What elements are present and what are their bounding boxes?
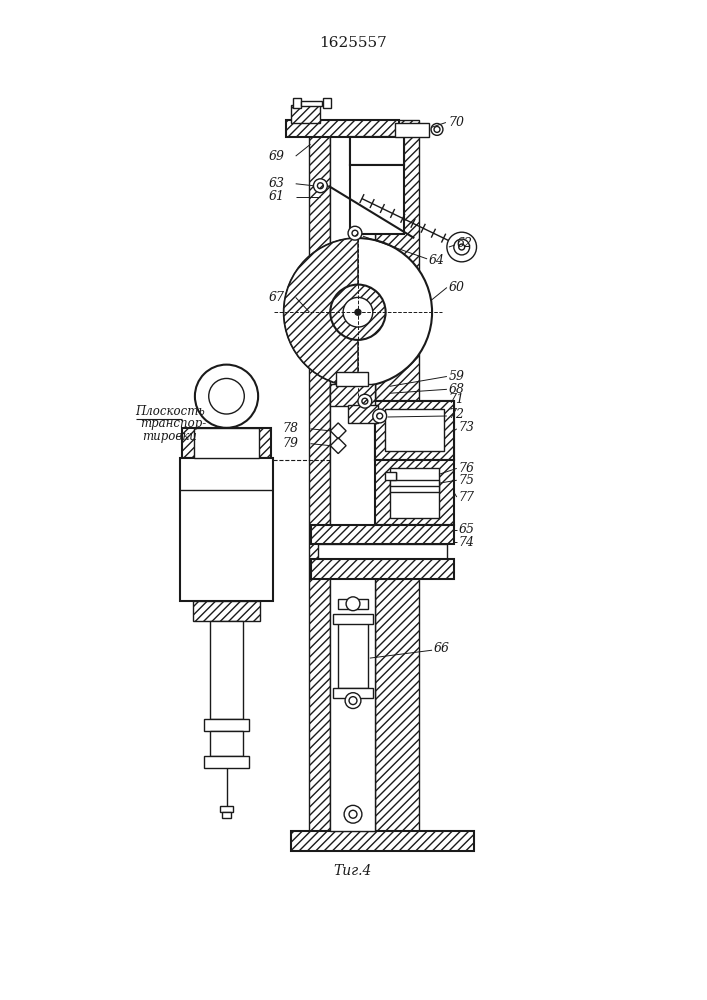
Circle shape xyxy=(373,409,387,423)
Bar xyxy=(375,401,454,460)
Bar xyxy=(330,384,375,406)
Circle shape xyxy=(330,285,385,340)
Circle shape xyxy=(454,239,469,255)
Text: транспор-: транспор- xyxy=(141,417,206,430)
Text: Плоскость: Плоскость xyxy=(136,405,205,418)
Bar xyxy=(291,105,320,123)
Circle shape xyxy=(352,230,358,236)
Circle shape xyxy=(313,179,327,193)
Text: 60: 60 xyxy=(449,281,465,294)
Text: 78: 78 xyxy=(283,422,299,435)
Circle shape xyxy=(317,183,323,189)
Text: 59: 59 xyxy=(449,370,465,383)
Text: 61: 61 xyxy=(269,190,285,203)
Bar xyxy=(204,756,250,768)
Bar xyxy=(300,101,322,106)
Text: 70: 70 xyxy=(449,116,465,129)
Circle shape xyxy=(349,697,357,705)
Bar xyxy=(291,831,474,851)
Bar xyxy=(310,559,454,579)
Bar xyxy=(385,409,444,451)
Circle shape xyxy=(431,123,443,135)
Bar xyxy=(385,472,397,480)
Text: 74: 74 xyxy=(459,536,474,549)
Text: 62: 62 xyxy=(457,237,473,250)
Bar xyxy=(323,98,332,108)
Bar xyxy=(375,120,419,831)
Circle shape xyxy=(358,394,372,408)
Circle shape xyxy=(209,378,245,414)
Circle shape xyxy=(284,238,432,386)
Bar xyxy=(337,372,368,386)
Circle shape xyxy=(434,126,440,132)
Bar xyxy=(395,123,429,137)
Text: 73: 73 xyxy=(459,421,474,434)
Circle shape xyxy=(377,413,382,419)
Text: 64: 64 xyxy=(429,254,445,267)
Circle shape xyxy=(345,693,361,709)
Text: 77: 77 xyxy=(459,491,474,504)
Bar xyxy=(348,405,378,423)
Bar xyxy=(350,165,404,234)
Text: 79: 79 xyxy=(283,437,299,450)
Bar xyxy=(182,428,271,458)
Bar xyxy=(330,120,375,831)
Text: 65: 65 xyxy=(459,523,474,536)
Text: 72: 72 xyxy=(449,408,465,421)
Text: 63: 63 xyxy=(269,177,285,190)
Text: 66: 66 xyxy=(434,642,450,655)
Text: 75: 75 xyxy=(459,474,474,487)
Bar xyxy=(220,806,233,812)
Text: 76: 76 xyxy=(459,462,474,475)
Text: тировки: тировки xyxy=(143,430,197,443)
Wedge shape xyxy=(284,238,358,386)
Bar xyxy=(375,460,454,525)
Text: 68: 68 xyxy=(449,383,465,396)
Bar xyxy=(286,120,399,137)
Bar xyxy=(318,544,447,559)
Bar xyxy=(210,621,243,719)
Circle shape xyxy=(349,810,357,818)
Bar xyxy=(204,719,250,731)
Circle shape xyxy=(355,309,361,315)
Bar xyxy=(210,731,243,756)
Bar xyxy=(293,98,300,108)
Circle shape xyxy=(348,226,362,240)
Bar xyxy=(333,688,373,698)
Text: 71: 71 xyxy=(449,393,465,406)
Text: 69: 69 xyxy=(269,150,285,163)
Text: 67: 67 xyxy=(269,291,285,304)
Text: 1625557: 1625557 xyxy=(319,36,387,50)
Circle shape xyxy=(344,805,362,823)
Text: Τиг.4: Τиг.4 xyxy=(334,864,372,878)
Bar xyxy=(350,137,404,165)
Circle shape xyxy=(343,297,373,327)
Bar xyxy=(221,812,231,818)
Bar xyxy=(308,120,330,831)
Bar xyxy=(193,601,260,621)
Bar xyxy=(180,458,273,601)
Bar xyxy=(350,137,404,165)
Bar xyxy=(333,614,373,624)
Bar xyxy=(390,468,439,518)
Circle shape xyxy=(195,365,258,428)
Circle shape xyxy=(346,597,360,611)
Circle shape xyxy=(362,398,368,404)
Bar xyxy=(194,428,259,458)
Bar xyxy=(310,525,454,544)
Bar xyxy=(375,401,454,460)
Circle shape xyxy=(447,232,477,262)
Circle shape xyxy=(459,244,464,250)
Bar xyxy=(390,480,439,492)
Bar xyxy=(338,599,368,609)
Bar xyxy=(338,619,368,688)
